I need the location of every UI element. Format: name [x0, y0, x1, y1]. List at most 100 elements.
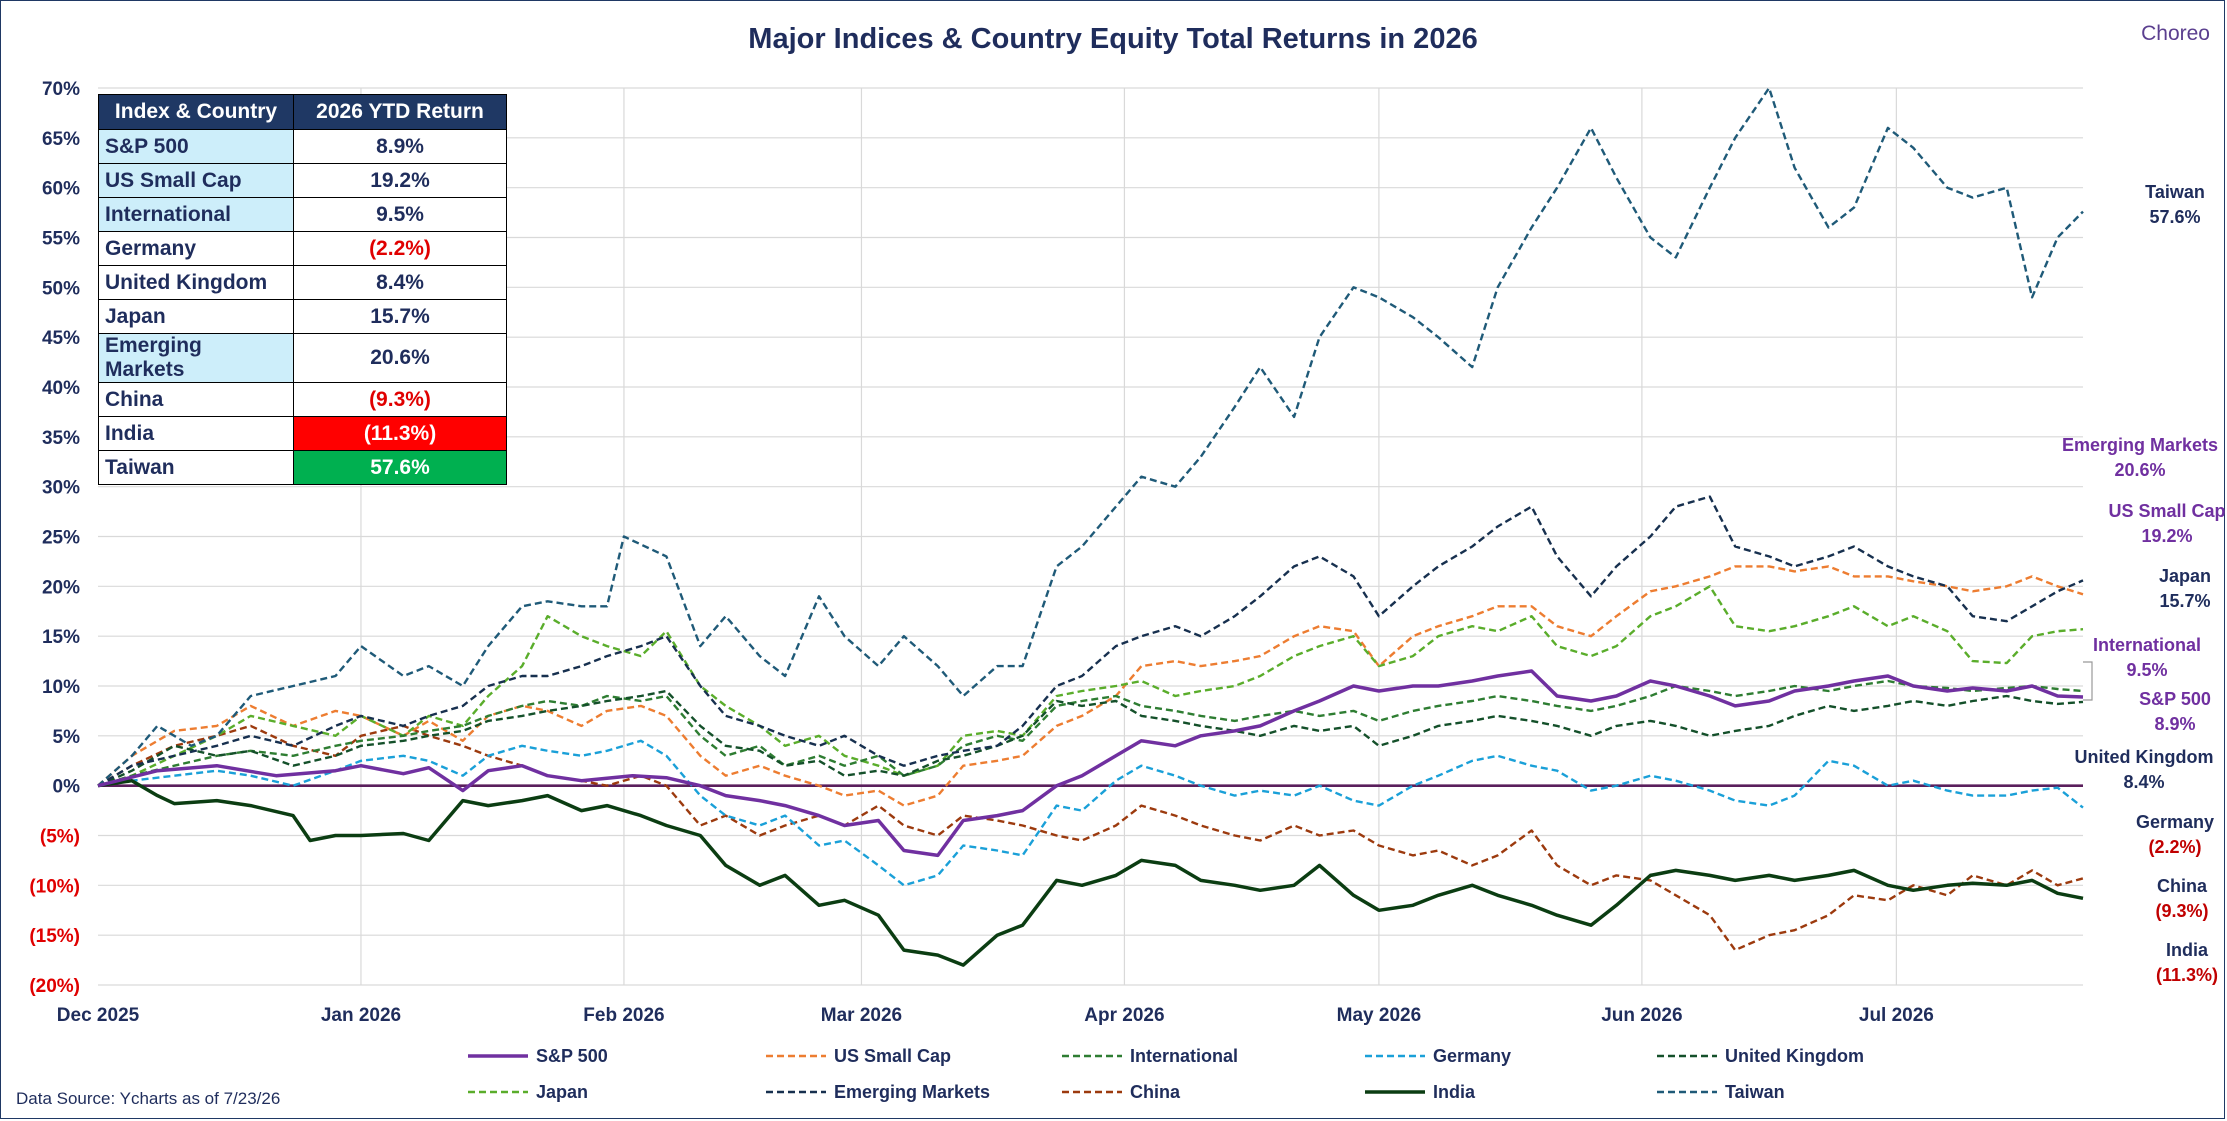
y-tick-label: (5%)	[40, 827, 80, 848]
series-line-emerging-markets	[97, 495, 2084, 787]
series-line-germany	[97, 739, 2084, 887]
y-tick-label: 45%	[42, 328, 80, 349]
x-tick-label: Mar 2026	[821, 1005, 902, 1026]
y-tick-label: 40%	[42, 378, 80, 399]
legend: S&P 500 US Small Cap International Germany U…	[468, 1046, 1864, 1102]
end-label-name: China	[2157, 876, 2208, 896]
y-tick-label: 25%	[42, 528, 80, 549]
table-cell-value: 15.7%	[293, 299, 507, 334]
end-label-name: United Kingdom	[2075, 747, 2214, 767]
table-cell-name: China	[98, 382, 294, 417]
table-row: India (11.3%)	[98, 416, 507, 451]
x-tick-label: Jun 2026	[1601, 1005, 1682, 1026]
y-tick-label: 35%	[42, 428, 80, 449]
end-label-name: S&P 500	[2139, 689, 2211, 709]
series-line-us-small-cap	[97, 565, 2084, 807]
legend-entry: S&P 500	[536, 1046, 608, 1066]
end-label-name: Emerging Markets	[2062, 435, 2218, 455]
table-cell-value: 9.5%	[293, 197, 507, 232]
label-bracket	[2083, 661, 2093, 701]
table-cell-name: US Small Cap	[98, 163, 294, 198]
end-label-name: Taiwan	[2145, 182, 2205, 202]
table-cell-value: 8.9%	[293, 129, 507, 164]
x-tick-label: Dec 2025	[57, 1005, 140, 1026]
end-label-name: International	[2093, 635, 2201, 655]
end-label-value: (2.2%)	[2148, 837, 2201, 857]
table-row: Emerging Markets 20.6%	[98, 333, 507, 383]
y-tick-label: 5%	[53, 727, 81, 748]
end-label-value: 8.4%	[2123, 772, 2164, 792]
table-cell-value: 19.2%	[293, 163, 507, 198]
data-source: Data Source: Ycharts as of 7/23/26	[16, 1089, 280, 1108]
x-tick-label: May 2026	[1337, 1005, 1422, 1026]
y-tick-label: 65%	[42, 129, 80, 150]
y-tick-label: 70%	[42, 79, 80, 100]
end-label-name: Japan	[2159, 566, 2211, 586]
series-line-india	[97, 778, 2084, 967]
end-label-value: 57.6%	[2149, 207, 2200, 227]
table-header-index: Index & Country	[98, 94, 294, 130]
legend-entry: International	[1130, 1046, 1238, 1066]
legend-entry: Germany	[1433, 1046, 1511, 1066]
y-axis-ticks: 70% 65% 60% 55% 50% 45% 40% 35% 30% 25% 20% 15% 10% 5…	[29, 79, 80, 997]
table-row: Taiwan 57.6%	[98, 450, 507, 485]
x-tick-label: Apr 2026	[1084, 1005, 1164, 1026]
table-cell-value: 57.6%	[293, 450, 507, 485]
table-cell-value: (11.3%)	[293, 416, 507, 451]
x-axis-ticks: Dec 2025 Jan 2026 Feb 2026 Mar 2026 Apr 2026…	[57, 1005, 1934, 1026]
table-header-row: Index & Country 2026 YTD Return	[98, 94, 507, 130]
table-cell-value: (9.3%)	[293, 382, 507, 417]
x-tick-label: Jan 2026	[321, 1005, 401, 1026]
end-label-value: 9.5%	[2126, 660, 2167, 680]
end-label-value: (11.3%)	[2156, 965, 2218, 985]
table-cell-name: Emerging Markets	[98, 333, 294, 383]
y-tick-label: 20%	[42, 577, 80, 598]
end-label-value: 8.9%	[2154, 714, 2195, 734]
legend-entry: India	[1433, 1082, 1476, 1102]
y-tick-label: 50%	[42, 278, 80, 299]
y-tick-label: 55%	[42, 229, 80, 250]
end-labels: S&P 500 8.9% US Small Cap 19.2% Internationa…	[2062, 182, 2226, 985]
table-row: US Small Cap 19.2%	[98, 163, 507, 198]
end-label-value: (9.3%)	[2155, 901, 2208, 921]
series-lines	[97, 86, 2084, 967]
x-tick-label: Feb 2026	[583, 1005, 664, 1026]
series-line-japan	[97, 585, 2084, 787]
series-line-taiwan	[97, 86, 2084, 787]
table-cell-name: Taiwan	[98, 450, 294, 485]
table-row: International 9.5%	[98, 197, 507, 232]
table-row: China (9.3%)	[98, 382, 507, 417]
y-tick-label: 30%	[42, 478, 80, 499]
legend-entry: US Small Cap	[834, 1046, 951, 1066]
end-label-name: US Small Cap	[2108, 501, 2225, 521]
y-tick-label: 60%	[42, 179, 80, 200]
brand-logo: Choreo	[2141, 22, 2210, 45]
end-label-value: 19.2%	[2141, 526, 2192, 546]
legend-entry: Taiwan	[1725, 1082, 1785, 1102]
table-cell-value: 20.6%	[293, 333, 507, 383]
legend-entry: United Kingdom	[1725, 1046, 1864, 1066]
table-cell-name: Germany	[98, 231, 294, 266]
y-tick-label: 15%	[42, 627, 80, 648]
table-row: Japan 15.7%	[98, 299, 507, 334]
table-cell-name: India	[98, 416, 294, 451]
table-row: S&P 500 8.9%	[98, 129, 507, 164]
y-tick-label: 10%	[42, 677, 80, 698]
table-cell-name: S&P 500	[98, 129, 294, 164]
table-cell-value: 8.4%	[293, 265, 507, 300]
end-label-name: Germany	[2136, 812, 2214, 832]
table-header-return: 2026 YTD Return	[293, 94, 507, 130]
y-tick-label: (20%)	[29, 976, 80, 997]
table-cell-value: (2.2%)	[293, 231, 507, 266]
y-tick-label: (10%)	[29, 876, 80, 897]
table-row: Germany (2.2%)	[98, 231, 507, 266]
y-tick-label: 0%	[53, 777, 81, 798]
x-tick-label: Jul 2026	[1859, 1005, 1934, 1026]
y-tick-label: (15%)	[29, 926, 80, 947]
legend-entry: Emerging Markets	[834, 1082, 990, 1102]
end-label-value: 15.7%	[2159, 591, 2210, 611]
series-line-international	[97, 679, 2084, 787]
table-cell-name: United Kingdom	[98, 265, 294, 300]
end-label-name: India	[2166, 940, 2209, 960]
